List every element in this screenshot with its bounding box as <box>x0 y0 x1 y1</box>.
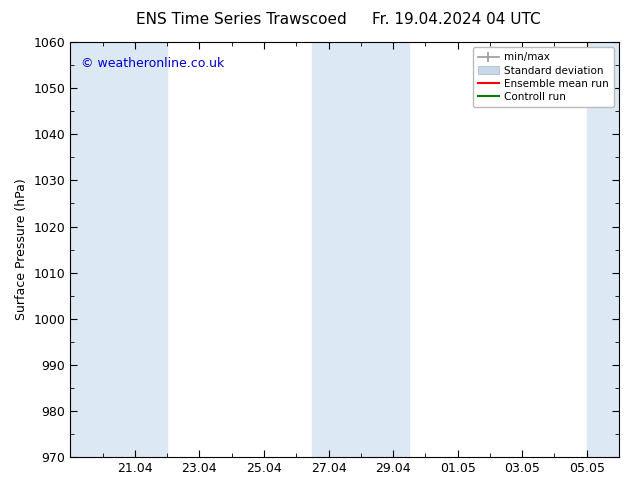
Bar <box>313 42 409 457</box>
Y-axis label: Surface Pressure (hPa): Surface Pressure (hPa) <box>15 179 28 320</box>
Legend: min/max, Standard deviation, Ensemble mean run, Controll run: min/max, Standard deviation, Ensemble me… <box>472 47 614 107</box>
Bar <box>70 42 167 457</box>
Text: Fr. 19.04.2024 04 UTC: Fr. 19.04.2024 04 UTC <box>372 12 541 27</box>
Bar <box>586 42 619 457</box>
Text: ENS Time Series Trawscoed: ENS Time Series Trawscoed <box>136 12 346 27</box>
Text: © weatheronline.co.uk: © weatheronline.co.uk <box>81 56 224 70</box>
